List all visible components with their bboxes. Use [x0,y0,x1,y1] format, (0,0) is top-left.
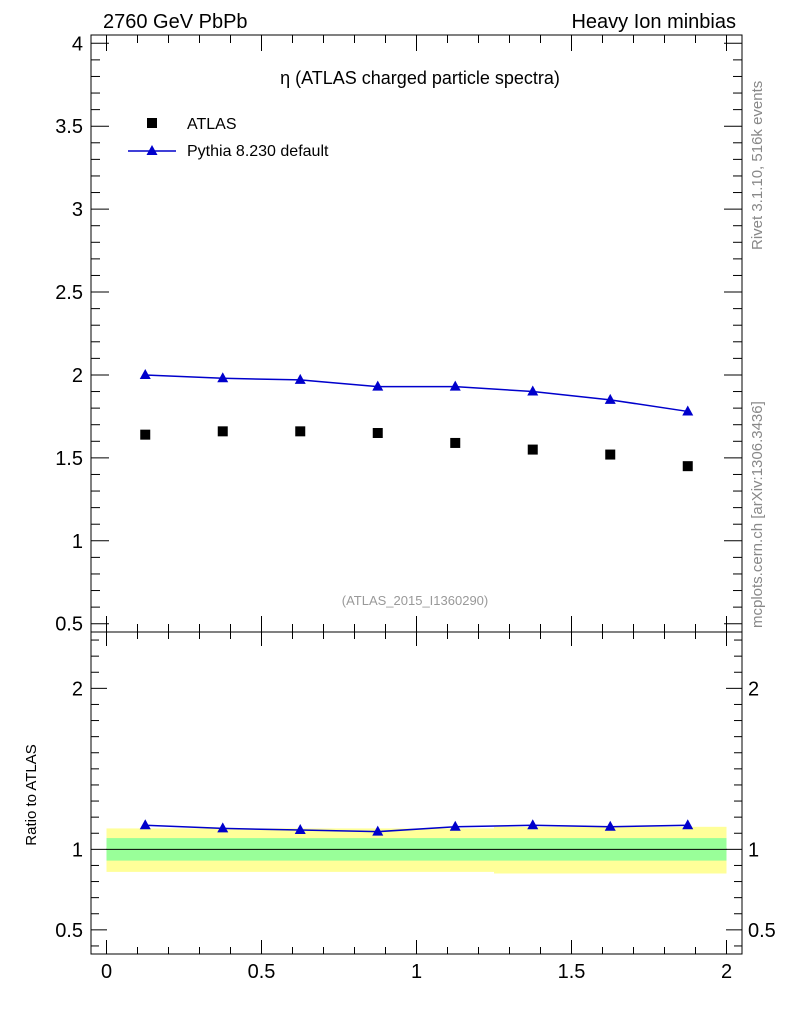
ratio-point [682,819,694,830]
y-tick-label-left: 2 [72,678,83,700]
y-tick-label: 4 [72,33,83,55]
ratio-tick-labels: 0.5 0.5 1 1 2 2 0 0.5 1 1.5 2 [55,678,776,983]
y-tick-label-right: 2 [748,678,759,700]
main-axis-ticks [91,35,742,632]
pythia-point [449,380,461,391]
pythia-point [604,393,616,404]
y-tick-label: 1.5 [55,448,83,470]
main-title: η (ATLAS charged particle spectra) [280,68,560,88]
atlas-point [605,449,616,460]
main-panel: 0.5 1 1.5 2 2.5 3 3.5 4 η (ATLAS charged partic… [55,33,743,636]
atlas-point [140,429,151,440]
pythia-point [682,405,694,416]
x-tick-label: 0 [101,961,112,983]
legend: ATLAS Pythia 8.230 default [128,116,329,160]
ratio-axis-ticks [91,632,742,954]
ratio-point [604,820,616,831]
atlas-point [295,426,306,437]
header-right: Heavy Ion minbias [571,11,736,33]
ratio-point [294,824,306,835]
y-tick-label-right: 0.5 [748,920,776,942]
ratio-frame [90,631,743,955]
atlas-point [450,437,461,448]
y-tick-label: 3.5 [55,116,83,138]
pythia-point [527,385,539,396]
y-tick-label: 2.5 [55,282,83,304]
y-tick-label-left: 0.5 [55,920,83,942]
ratio-point [527,819,539,830]
ratio-uncertainty-bands [106,826,727,874]
y-tick-label: 3 [72,199,83,221]
ratio-point [139,819,151,830]
y-tick-label-left: 1 [72,839,83,861]
ratio-data-marks [139,819,694,836]
atlas-point [372,428,383,438]
legend-pythia-marker [146,145,158,155]
ratio-point [217,822,229,833]
legend-atlas-label: ATLAS [187,116,237,133]
atlas-point [527,444,538,455]
x-tick-label: 1.5 [558,961,586,983]
main-data-marks [139,368,694,472]
main-tick-labels: 0.5 1 1.5 2 2.5 3 3.5 4 [55,33,83,635]
ratio-line [145,824,688,833]
pythia-line [145,374,688,413]
mcplots-label: mcplots.cern.ch [arXiv:1306.3436] [749,401,766,628]
pythia-point [139,368,151,379]
ratio-ylabel: Ratio to ATLAS [23,744,40,845]
header-left: 2760 GeV PbPb [103,11,248,33]
ratio-panel: 0.5 0.5 1 1 2 2 0 0.5 1 1.5 2 Ratio to ATLAS [23,631,776,983]
y-tick-label: 0.5 [55,614,83,636]
x-tick-label: 2 [721,961,732,983]
y-tick-label: 1 [72,531,83,553]
rivet-label: Rivet 3.1.10, 516k events [749,81,766,250]
x-tick-label: 0.5 [248,961,276,983]
atlas-point [682,461,693,472]
x-tick-label: 1 [411,961,422,983]
pythia-point [217,372,229,383]
ratio-point [449,820,461,831]
pythia-point [294,373,306,384]
y-tick-label: 2 [72,365,83,387]
atlas-point [217,426,228,437]
pythia-point [372,380,384,391]
ratio-point [372,825,384,836]
y-tick-label-right: 1 [748,839,759,861]
legend-atlas-marker [147,118,157,128]
legend-pythia-label: Pythia 8.230 default [187,143,329,160]
watermark: (ATLAS_2015_I1360290) [342,593,488,608]
